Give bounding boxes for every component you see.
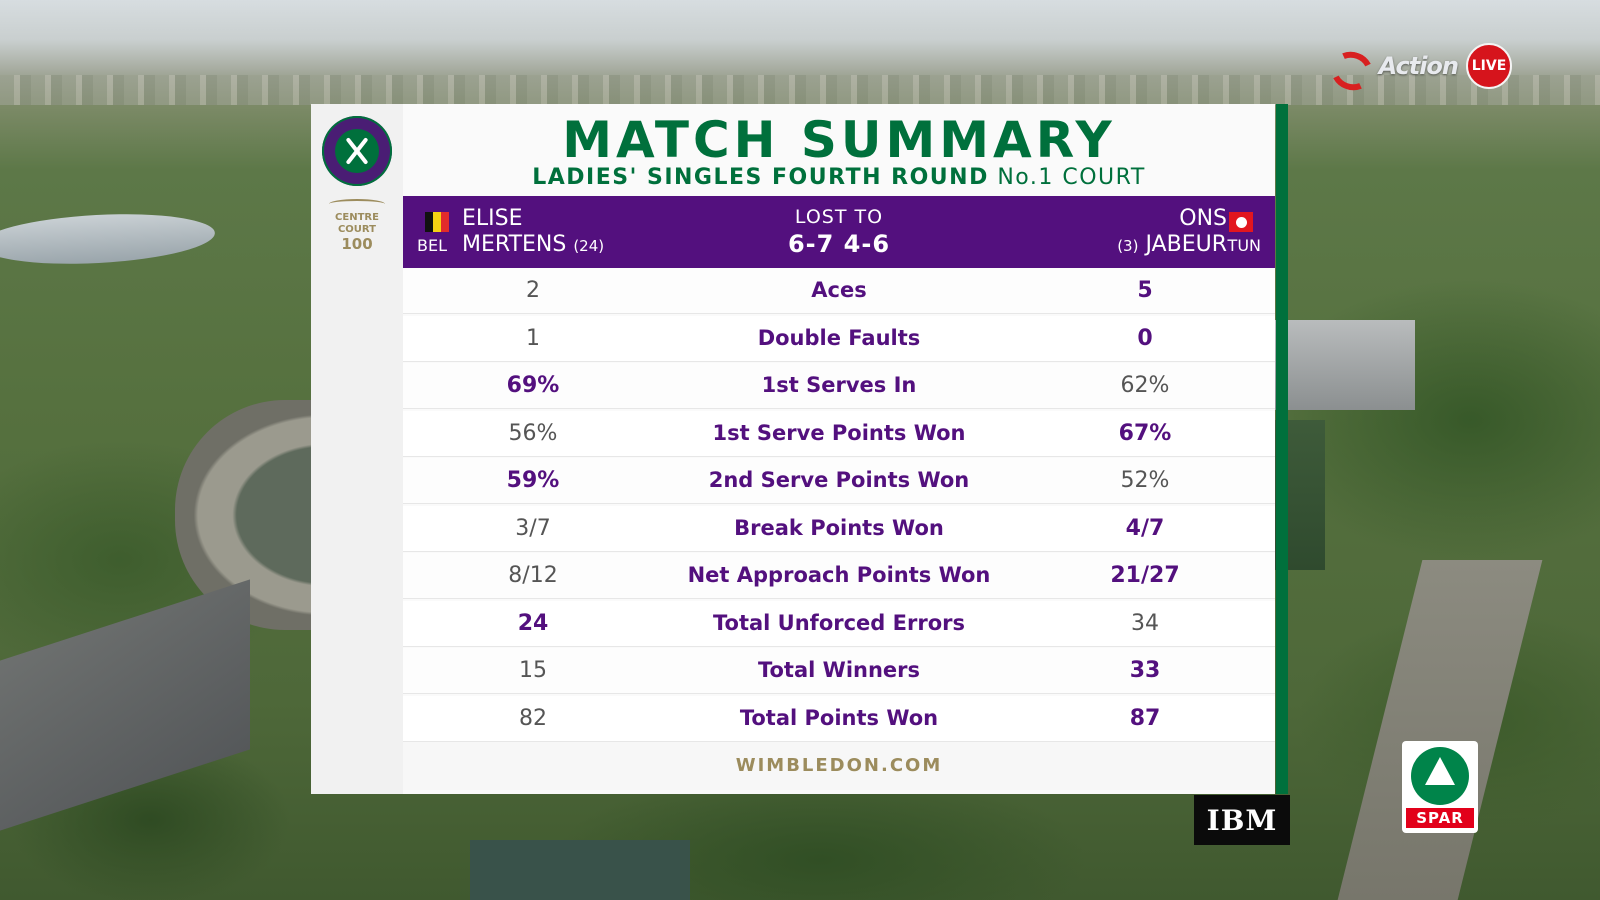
stat-row: 3/7 Break Points Won 4/7 xyxy=(403,505,1275,551)
stat-label: 2nd Serve Points Won xyxy=(708,468,970,492)
left-value: 82 xyxy=(519,705,547,731)
stat-label: Net Approach Points Won xyxy=(687,563,991,587)
walkway xyxy=(1337,560,1543,900)
channel-name: Action xyxy=(1378,52,1459,80)
right-country-code: TUN xyxy=(1227,236,1261,255)
stat-row: 69% 1st Serves In 62% xyxy=(403,363,1275,408)
event-subtitle: LADIES' SINGLES FOURTH ROUND No.1 COURT xyxy=(403,164,1275,192)
belgium-flag-icon xyxy=(425,212,449,232)
left-first-name: ELISE xyxy=(462,206,523,231)
roof-arc-icon xyxy=(329,199,385,209)
centre-court-line2: COURT xyxy=(337,224,377,235)
right-value: 52% xyxy=(1120,468,1170,493)
event-round: LADIES' SINGLES FOURTH ROUND xyxy=(532,165,989,190)
left-value: 8/12 xyxy=(508,563,558,588)
branding-sidebar: CENTRE COURT 100 xyxy=(311,104,403,794)
spar-logo: SPAR xyxy=(1402,741,1478,833)
right-value: 87 xyxy=(1129,705,1161,731)
stat-row: 1 Double Faults 0 xyxy=(403,315,1275,361)
right-value: 62% xyxy=(1120,373,1170,398)
right-value: 21/27 xyxy=(1110,563,1180,588)
wimbledon-logo-icon xyxy=(322,116,392,186)
building xyxy=(1275,320,1415,410)
supersport-logo-icon xyxy=(1327,44,1371,88)
right-value: 0 xyxy=(1137,325,1153,351)
stat-label: Total Unforced Errors xyxy=(713,610,965,635)
grass-courts xyxy=(1265,420,1325,570)
centre-court-line1: CENTRE xyxy=(335,212,379,223)
stat-row: 56% 1st Serve Points Won 67% xyxy=(403,410,1275,456)
match-score: 6-7 4-6 xyxy=(787,230,891,258)
left-last-name: MERTENS (24) xyxy=(462,232,604,257)
left-value: 1 xyxy=(526,325,540,351)
stat-label: 1st Serve Points Won xyxy=(712,420,966,445)
tunisia-flag-icon xyxy=(1229,212,1253,232)
stat-label: Total Winners xyxy=(757,658,921,682)
left-value: 24 xyxy=(517,610,549,636)
stat-row: 8/12 Net Approach Points Won 21/27 xyxy=(403,553,1275,598)
stat-label: Total Points Won xyxy=(739,705,939,730)
page-title: MATCH SUMMARY xyxy=(562,111,1116,169)
ibm-logo: IBM xyxy=(1194,795,1290,845)
left-country-code: BEL xyxy=(417,236,447,255)
lake xyxy=(0,208,217,270)
left-value: 15 xyxy=(519,658,547,683)
centre-court-number: 100 xyxy=(341,235,373,253)
left-value: 2 xyxy=(526,278,540,303)
right-value: 34 xyxy=(1131,610,1159,636)
stat-label: Break Points Won xyxy=(734,515,944,540)
left-value: 56% xyxy=(508,420,558,446)
court-name: No.1 COURT xyxy=(997,165,1146,190)
right-value: 5 xyxy=(1137,278,1153,303)
right-surname: JABEUR xyxy=(1145,232,1227,257)
stat-row: 82 Total Points Won 87 xyxy=(403,695,1275,741)
stat-row: 2 Aces 5 xyxy=(403,268,1275,313)
left-value: 59% xyxy=(506,468,560,493)
left-surname: MERTENS xyxy=(462,232,567,257)
left-value: 3/7 xyxy=(515,515,551,541)
stat-label: Double Faults xyxy=(757,325,921,350)
left-seed: (24) xyxy=(573,237,605,255)
match-summary-panel: CENTRE COURT 100 MATCH SUMMARY LADIES' S… xyxy=(311,104,1275,794)
right-first-name: ONS xyxy=(1179,206,1227,231)
right-value: 67% xyxy=(1118,420,1172,446)
right-seed: (3) xyxy=(1117,237,1139,255)
stat-label: 1st Serves In xyxy=(761,373,917,397)
match-result: LOST TO xyxy=(794,206,884,228)
website-footer: WIMBLEDON.COM xyxy=(403,742,1275,790)
spar-tree-icon xyxy=(1411,747,1469,805)
crossed-rackets-icon xyxy=(335,129,379,173)
right-value: 33 xyxy=(1129,658,1161,683)
spar-wordmark: SPAR xyxy=(1406,808,1474,828)
building-roof xyxy=(0,579,250,831)
stat-row: 59% 2nd Serve Points Won 52% xyxy=(403,458,1275,503)
stat-label: Aces xyxy=(811,278,867,302)
stat-row: 24 Total Unforced Errors 34 xyxy=(403,600,1275,646)
centre-court-100-logo: CENTRE COURT 100 xyxy=(321,199,393,252)
right-value: 4/7 xyxy=(1125,515,1165,541)
right-last-name: (3) JABEUR xyxy=(1117,232,1227,257)
pond xyxy=(470,840,690,900)
panel-accent-bar xyxy=(1276,104,1288,794)
broadcaster-bug: Action LIVE xyxy=(1327,43,1512,89)
stat-row: 15 Total Winners 33 xyxy=(403,648,1275,693)
stats-table: 2 Aces 5 1 Double Faults 0 69% 1st Serves In 6… xyxy=(403,268,1275,743)
live-badge: LIVE xyxy=(1466,43,1512,89)
left-value: 69% xyxy=(506,373,560,398)
players-header: BEL ELISE MERTENS (24) LOST TO 6-7 4-6 O… xyxy=(403,196,1275,268)
